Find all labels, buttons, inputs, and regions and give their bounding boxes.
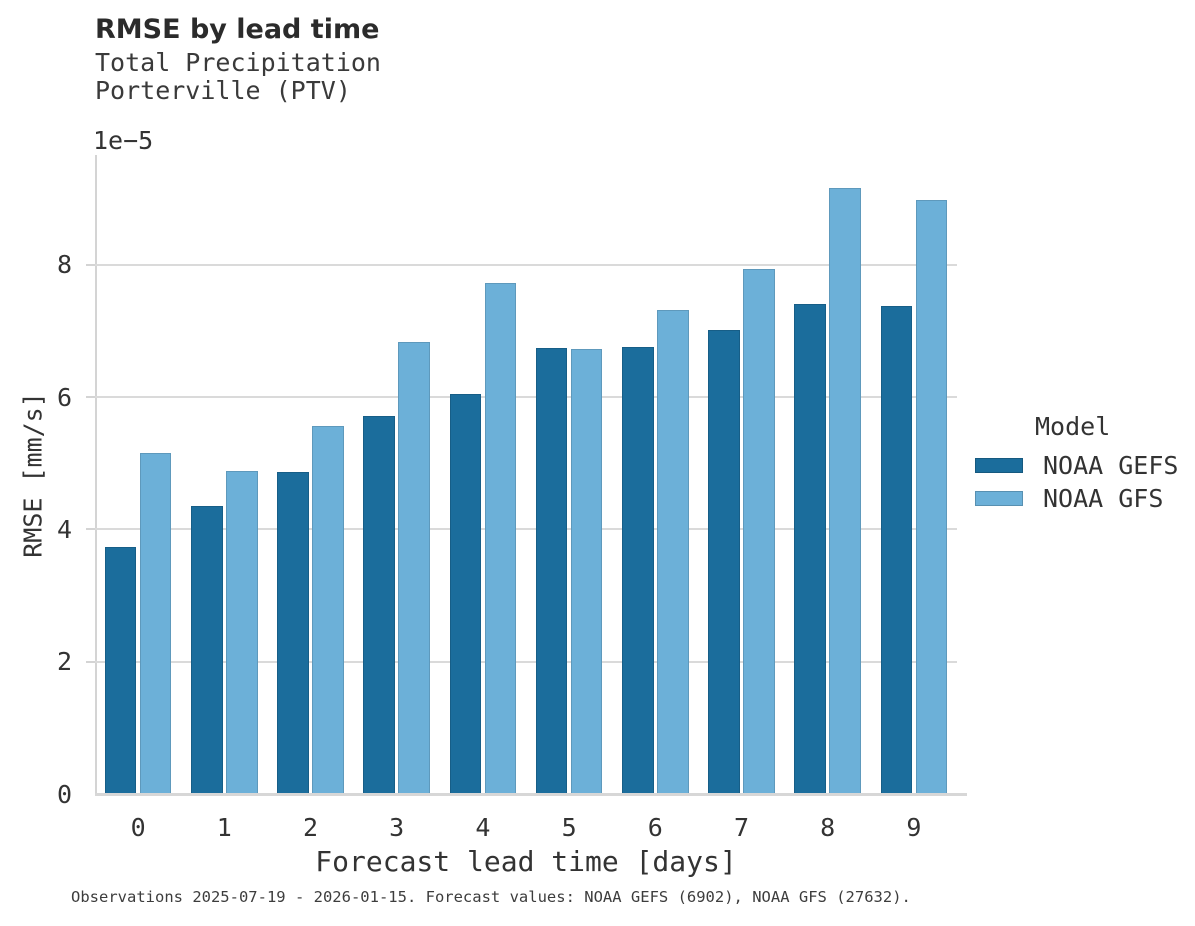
bar-noaa-gefs-day-7	[708, 330, 740, 794]
x-tick-label-8: 8	[820, 813, 836, 842]
legend-title: Model	[1035, 412, 1111, 441]
y-tick-mark-2	[86, 660, 95, 663]
y-axis-label: RMSE [mm/s]	[18, 392, 48, 558]
x-tick-label-5: 5	[561, 813, 577, 842]
y-tick-mark-8	[86, 263, 95, 266]
y-tick-mark-4	[86, 528, 95, 531]
bar-noaa-gefs-day-8	[794, 304, 827, 794]
y-tick-label-2: 2	[56, 647, 72, 677]
legend-label-noaa-gfs: NOAA GFS	[1043, 484, 1164, 513]
gridline-y-8	[95, 263, 957, 266]
y-tick-label-8: 8	[56, 250, 72, 280]
footnote-caption: Observations 2025-07-19 - 2026-01-15. Fo…	[71, 888, 911, 906]
bar-noaa-gefs-day-3	[363, 415, 396, 794]
gridline-y-2	[95, 660, 957, 663]
bar-noaa-gfs-day-6	[656, 310, 689, 794]
bar-noaa-gfs-day-4	[484, 283, 517, 794]
bar-noaa-gfs-day-3	[398, 341, 430, 794]
y-tick-mark-6	[86, 396, 95, 399]
x-tick-label-1: 1	[216, 813, 232, 842]
x-axis-spine	[95, 793, 967, 796]
bar-noaa-gefs-day-5	[535, 348, 568, 794]
x-tick-label-7: 7	[733, 813, 750, 842]
bar-noaa-gefs-day-0	[104, 547, 137, 794]
bar-noaa-gfs-day-5	[570, 348, 603, 794]
legend-label-noaa-gefs: NOAA GEFS	[1043, 451, 1179, 480]
bar-noaa-gefs-day-2	[277, 471, 309, 794]
plot-area: 0 2 4 6 8 0 1 2 3 4 5 6 7 8 9	[57, 155, 967, 840]
bar-noaa-gefs-day-9	[880, 305, 913, 794]
x-tick-label-9: 9	[906, 813, 922, 842]
y-axis-spine	[95, 155, 97, 794]
bar-noaa-gfs-day-2	[312, 425, 344, 794]
legend-items: NOAA GEFS NOAA GFS	[975, 449, 1190, 515]
chart-title: RMSE by lead time	[95, 14, 380, 45]
x-tick-label-2: 2	[302, 813, 319, 842]
bar-noaa-gefs-day-6	[622, 347, 654, 794]
legend-item-noaa-gefs: NOAA GEFS	[975, 449, 1190, 482]
y-tick-label-0: 0	[56, 779, 72, 809]
gridline-y-6	[95, 396, 957, 399]
y-tick-label-6: 6	[56, 382, 72, 412]
bar-noaa-gefs-day-1	[191, 506, 223, 794]
x-tick-label-4: 4	[475, 813, 491, 842]
legend-item-noaa-gfs: NOAA GFS	[975, 482, 1190, 515]
chart-subtitle-variable: Total Precipitation	[95, 48, 381, 77]
bar-noaa-gefs-day-4	[449, 393, 482, 794]
legend-swatch-noaa-gfs	[975, 491, 1023, 506]
x-tick-label-0: 0	[130, 813, 146, 842]
bar-noaa-gfs-day-7	[743, 268, 775, 794]
legend-swatch-noaa-gefs	[975, 458, 1023, 473]
legend: Model NOAA GEFS NOAA GFS	[975, 412, 1190, 515]
bar-noaa-gfs-day-0	[139, 453, 172, 794]
y-tick-label-4: 4	[56, 514, 72, 544]
x-tick-label-3: 3	[389, 813, 405, 842]
x-axis-label: Forecast lead time [days]	[315, 845, 737, 878]
bar-noaa-gfs-day-9	[915, 199, 948, 794]
chart-subtitle-station: Porterville (PTV)	[95, 76, 351, 105]
bar-noaa-gfs-day-8	[829, 188, 861, 794]
y-axis-offset-label: 1e−5	[93, 126, 154, 155]
x-tick-label-6: 6	[647, 813, 663, 842]
bar-noaa-gfs-day-1	[225, 470, 258, 794]
gridline-y-4	[95, 528, 957, 531]
